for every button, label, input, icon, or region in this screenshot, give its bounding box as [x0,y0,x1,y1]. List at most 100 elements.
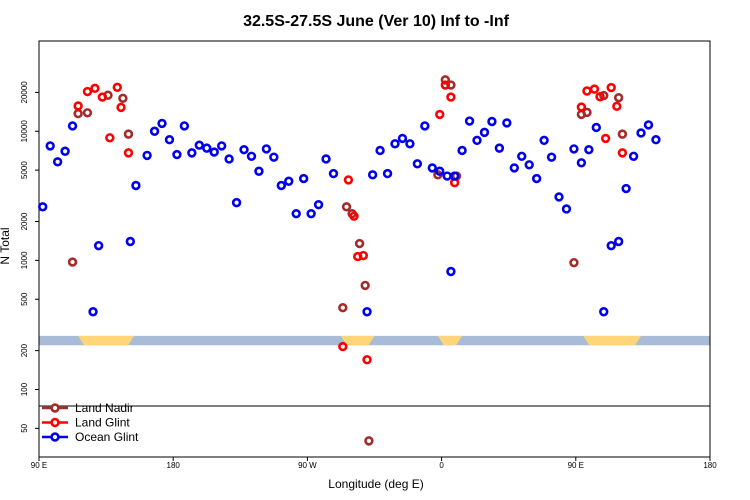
ocean-glint-point [405,139,415,149]
ocean-glint-point [246,151,257,161]
ocean-glint-point [60,146,70,156]
ocean-glint-point [517,151,527,161]
ocean-glint-point [591,122,602,133]
ocean-glint-point [494,143,505,153]
ocean-glint-point [67,121,78,131]
ocean-band [39,335,710,346]
ocean-glint-point [93,240,104,251]
land-glint-point [90,83,100,94]
land-glint-point [595,92,605,102]
ocean-glint-point [412,159,423,169]
land-glint-point [358,250,369,261]
ocean-glint-point [202,143,212,153]
ocean-glint-point [420,121,430,131]
x-tick-label: 90 E [31,461,47,470]
ocean-glint-point [254,166,264,176]
land-glint-point [343,175,354,185]
ocean-glint-point [397,133,408,144]
ocean-glint-point [457,145,467,156]
legend-label: Land Glint [75,416,130,430]
land-nadir-point [617,129,628,139]
ocean-glint-point [52,157,63,167]
land-nadir-point [67,257,78,267]
ocean-glint-point [651,135,661,145]
y-tick-label: 10000 [20,120,29,143]
y-tick-label: 2000 [20,212,29,230]
land-nadir-point [82,108,93,118]
ocean-glint-point [172,149,182,160]
ocean-glint-point [584,144,594,155]
ocean-glint-point [472,135,482,146]
ocean-glint-point [576,158,587,168]
land-nadir-point [613,92,624,103]
land-nadir-point [338,302,348,313]
ocean-glint-point [284,176,294,186]
ocean-glint-point [321,154,331,164]
ocean-glint-point [621,183,631,194]
x-tick-label: 180 [703,461,717,470]
y-axis-label: N Total [0,227,12,264]
land-nadir-point [341,202,352,212]
ocean-glint-point [628,151,639,161]
y-tick-label: 20000 [20,81,29,104]
land-nadir-point [569,257,579,268]
ocean-glint-point [209,147,219,157]
ocean-glint-point [613,236,624,247]
chart-title: 32.5S-27.5S June (Ver 10) Inf to -Inf [243,13,510,30]
ocean-glint-point [313,199,324,210]
ocean-glint-point [88,307,98,317]
x-tick-label: 180 [167,461,181,470]
ocean-glint-point [231,197,242,208]
land-glint-point [123,148,134,158]
ocean-glint-point [179,121,190,131]
ocean-glint-point [382,168,393,179]
x-axis-label: Longitude (deg E) [328,477,423,491]
ocean-glint-point [561,204,572,214]
ocean-glint-point [239,144,249,155]
ocean-glint-point [435,166,445,176]
ocean-glint-point [449,171,460,181]
land-glint-point [612,101,622,112]
ocean-glint-point [125,236,136,247]
axes [35,40,711,461]
ocean-glint-point [427,163,437,173]
ocean-glint-point [446,266,456,277]
ocean-glint-point [599,307,609,317]
y-tick-label: 500 [20,292,29,306]
ocean-glint-point [362,307,372,317]
ocean-glint-point [261,144,272,154]
ocean-glint-point [224,154,234,164]
land-band-segment [340,335,375,346]
ocean-glint-point [306,208,316,219]
ocean-glint-point [187,148,197,158]
land-nadir-point [118,93,128,103]
land-glint-point [73,101,83,111]
legend-marker [50,432,60,442]
land-glint-point [362,355,372,365]
ocean-glint-point [38,202,48,212]
ocean-glint-point [569,144,579,154]
land-glint-point [82,86,93,97]
y-tick-label: 5000 [20,161,29,179]
ocean-glint-point [142,150,152,161]
ocean-glint-point [276,180,287,191]
ocean-glint-point [636,128,646,138]
land-nadir-point [364,436,374,446]
ocean-glint-point [509,163,519,173]
ocean-glint-point [546,152,557,162]
ocean-glint-point [390,139,400,149]
ocean-glint-point [487,116,497,127]
ocean-glint-point [164,135,175,145]
ocean-glint-point [298,173,309,184]
ocean-glint-point [157,118,167,129]
legend-label: Ocean Glint [75,430,139,444]
land-glint-point [112,82,122,92]
ocean-glint-point [606,240,616,251]
ocean-glint-point [269,152,279,162]
x-tick-label: 0 [439,461,444,470]
ocean-glint-point [194,140,204,150]
land-glint-point [116,102,126,113]
ocean-glint-point [539,135,549,146]
